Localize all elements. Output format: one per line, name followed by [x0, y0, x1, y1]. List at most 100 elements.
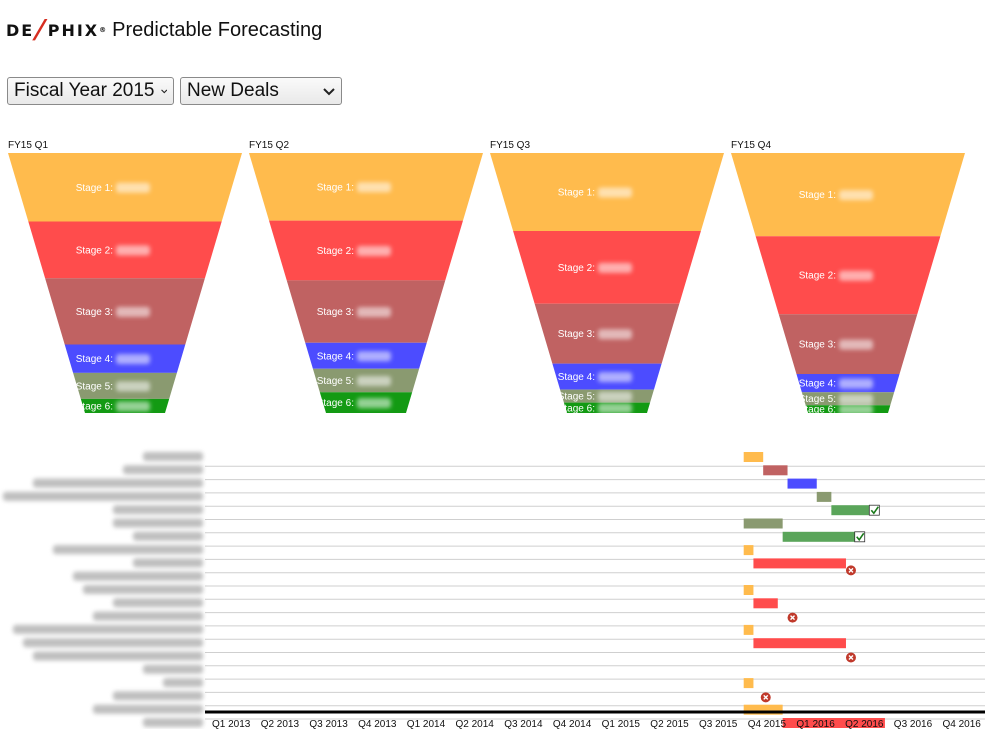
stage-bar[interactable] [743, 704, 783, 715]
timeline-deal-row[interactable] [782, 718, 885, 728]
funnel-stage-label: Stage 5: [317, 376, 354, 387]
quarter-tick-label: Q3 2016 [894, 719, 933, 729]
stage-bar[interactable] [743, 518, 783, 529]
stage-bar[interactable] [782, 531, 856, 542]
stage-bar[interactable] [753, 598, 778, 609]
logo-registered-mark: ® [99, 26, 107, 34]
deal-name-redacted [123, 465, 203, 475]
deal-name-redacted [113, 598, 203, 608]
fiscal-year-select[interactable]: Fiscal Year 2015 [7, 77, 174, 105]
timeline-deal-row[interactable] [743, 518, 783, 529]
timeline-deal-row[interactable] [753, 558, 856, 576]
page-title: Predictable Forecasting [112, 18, 323, 41]
redacted-value [357, 351, 391, 362]
timeline-deal-row[interactable] [816, 491, 832, 502]
deal-name-redacted [93, 704, 203, 714]
timeline-chart-svg: Q1 2013 Q2 2013 Q3 2013 Q4 2013 Q1 2014 Q2 20… [3, 452, 985, 733]
funnel-3: FY15 Q3 Stage 1: Stage 2: Stage 3: Stage 4: S… [490, 140, 724, 414]
deal-name-redacted [33, 478, 203, 488]
stage-bar[interactable] [743, 624, 754, 635]
funnel-stage-label: Stage 5: [558, 392, 595, 403]
app-header: DE / PHIX ® Predictable Forecasting [6, 8, 322, 52]
funnel-stage-label: Stage 4: [799, 379, 836, 390]
quarter-tick-label: Q4 2015 [748, 719, 787, 729]
filter-controls: Fiscal Year 2015 New Deals [7, 77, 342, 105]
deal-name-redacted [23, 638, 203, 648]
deal-name-redacted [113, 691, 203, 701]
timeline-deal-row[interactable] [743, 624, 754, 635]
funnel-stage-label: Stage 1: [76, 183, 113, 194]
won-check-icon [868, 504, 880, 516]
funnel-4: FY15 Q4 Stage 1: Stage 2: Stage 3: Stage 4: S… [731, 140, 965, 416]
timeline-deal-row[interactable] [743, 545, 754, 556]
redacted-value [598, 391, 632, 402]
logo-text-left: DE [6, 20, 35, 40]
timeline-deal-row[interactable] [743, 452, 764, 462]
redacted-value [116, 245, 150, 256]
stage-bar[interactable] [782, 718, 885, 728]
funnel-chart-svg: FY15 Q1 Stage 1: Stage 2: Stage 3: Stage 4: S… [8, 140, 965, 416]
redacted-value [598, 372, 632, 383]
funnel-quarter-label: FY15 Q3 [490, 140, 530, 151]
timeline-deal-row[interactable] [831, 504, 880, 516]
timeline-ticks: Q1 2013 Q2 2013 Q3 2013 Q4 2013 Q1 2014 Q2 20… [212, 719, 981, 730]
quarter-tick-label: Q3 2013 [309, 719, 348, 729]
timeline-deal-row[interactable] [782, 531, 866, 543]
redacted-value [598, 187, 632, 198]
quarter-tick-label: Q1 2013 [212, 719, 251, 729]
redacted-value [357, 182, 391, 193]
funnel-stage-label: Stage 1: [799, 190, 836, 201]
timeline-deal-row[interactable] [753, 598, 778, 609]
stage-bar[interactable] [753, 638, 846, 649]
deal-name-redacted [133, 531, 203, 541]
redacted-value [116, 401, 150, 412]
redacted-value [598, 262, 632, 273]
stage-bar[interactable] [831, 505, 871, 516]
funnel-quarter-label: FY15 Q2 [249, 140, 289, 151]
redacted-value [839, 378, 873, 389]
deal-type-select-value: New Deals [187, 80, 279, 101]
quarter-tick-label: Q1 2016 [796, 719, 835, 729]
stage-bar[interactable] [816, 491, 832, 502]
stage-bar[interactable] [753, 558, 846, 569]
stage-funnels: FY15 Q1 Stage 1: Stage 2: Stage 3: Stage 4: S… [0, 136, 988, 426]
quarter-tick-label: Q3 2015 [699, 719, 738, 729]
timeline-deal-row[interactable] [763, 465, 788, 476]
deal-name-redacted [53, 545, 203, 555]
funnel-stage-label: Stage 1: [558, 188, 595, 199]
won-check-icon [854, 531, 866, 543]
deal-name-redacted [143, 452, 203, 461]
lost-x-icon [845, 652, 856, 663]
redacted-value [839, 339, 873, 350]
timeline-deal-row[interactable] [787, 478, 817, 489]
stage-bar[interactable] [743, 585, 754, 595]
redacted-value [357, 307, 391, 318]
funnel-stage-label: Stage 6: [317, 398, 354, 409]
timeline-deal-row[interactable] [753, 638, 846, 649]
deal-name-redacted [3, 491, 203, 501]
funnel-stage-label: Stage 6: [799, 405, 836, 416]
redacted-value [839, 394, 873, 405]
funnel-stage-label: Stage 4: [76, 354, 113, 365]
redacted-value [116, 182, 150, 193]
funnel-stage-label: Stage 4: [317, 351, 354, 362]
timeline-deal-row[interactable] [845, 652, 856, 663]
stage-bar[interactable] [743, 452, 764, 462]
timeline-deal-row[interactable] [760, 692, 771, 703]
stage-bar[interactable] [787, 478, 817, 489]
stage-bar[interactable] [743, 545, 754, 556]
funnel-1: FY15 Q1 Stage 1: Stage 2: Stage 3: Stage 4: S… [8, 140, 242, 413]
funnel-stage-label: Stage 2: [317, 246, 354, 257]
timeline-deal-row[interactable] [743, 704, 783, 715]
deal-name-redacted [133, 558, 203, 568]
timeline-deal-row[interactable] [743, 678, 754, 689]
quarter-tick-label: Q2 2014 [456, 719, 495, 729]
timeline-deal-row[interactable] [787, 612, 798, 623]
timeline-deal-row[interactable] [743, 585, 754, 595]
funnel-stage-label: Stage 3: [317, 307, 354, 318]
deal-type-select[interactable]: New Deals [180, 77, 342, 105]
redacted-value [357, 398, 391, 409]
stage-bar[interactable] [763, 465, 788, 476]
stage-bar[interactable] [743, 678, 754, 689]
funnel-stage-label: Stage 4: [558, 372, 595, 383]
